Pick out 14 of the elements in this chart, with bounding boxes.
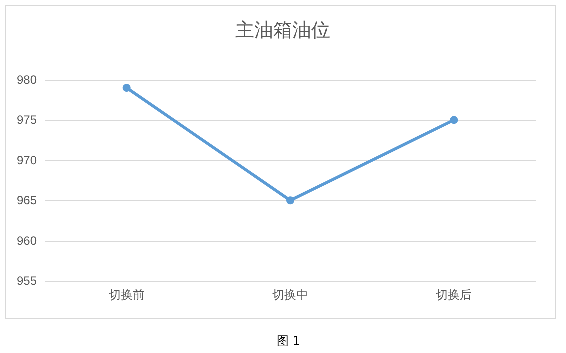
chart-title: 主油箱油位 [236, 20, 330, 42]
point [450, 116, 458, 124]
point [286, 196, 294, 205]
y-tick-label: 970 [16, 153, 38, 168]
x-tick-label: 切换前 [108, 288, 145, 302]
y-tick-label: 975 [16, 113, 38, 128]
y-tick-label: 955 [16, 274, 38, 288]
x-tick-label: 切换后 [436, 288, 472, 302]
caption: 图 1 [277, 334, 300, 348]
point [122, 84, 131, 92]
x-tick-label: 切换中 [272, 288, 308, 302]
y-tick-label: 965 [16, 194, 38, 208]
y-tick-label: 960 [16, 234, 38, 248]
y-tick-label: 980 [16, 73, 38, 87]
